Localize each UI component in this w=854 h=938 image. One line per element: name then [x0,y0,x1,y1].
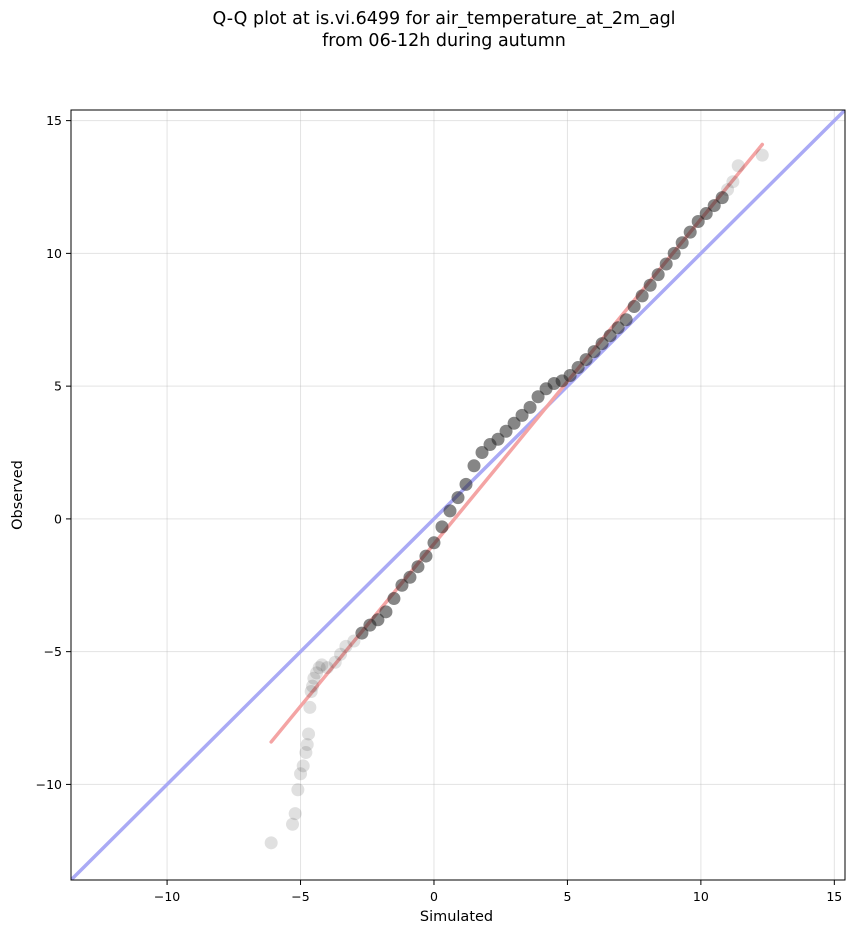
quantile-point [347,634,361,648]
quantile-point [419,549,433,563]
y-tick-label: 0 [54,511,62,526]
quantile-point [339,639,353,653]
quantile-point [726,175,740,189]
quantile-point [707,199,721,213]
chart-title: Q-Q plot at is.vi.6499 for air_temperatu… [212,9,675,51]
plot-clipped-layer [71,110,845,880]
quantile-point [451,491,465,505]
quantile-point [302,727,316,741]
quantile-point [306,679,320,693]
quantile-point [627,299,641,313]
quantile-point [587,345,601,359]
quantile-point [659,257,673,271]
x-tick-label: 0 [430,889,438,904]
quantile-point [403,570,417,584]
quantile-point [531,390,545,404]
quantile-point [310,666,324,680]
quantile-point [315,658,329,672]
quantile-point [499,424,513,438]
chart-title-line: from 06-12h during autumn [322,31,566,51]
quantile-point [675,236,689,250]
quantile-point [571,361,585,375]
quantile-point [515,408,529,422]
chart-title-line: Q-Q plot at is.vi.6499 for air_temperatu… [212,9,675,29]
quantile-point [507,416,521,430]
quantile-point [296,759,310,773]
quantile-point [312,661,326,675]
quantile-point [635,289,649,303]
x-tick-label: 10 [693,889,709,904]
quantile-point [683,225,697,239]
quantile-point [721,183,735,197]
x-tick-label: −10 [154,889,180,904]
quantile-point [300,738,314,752]
quantile-point [443,504,457,518]
quantile-point [328,655,342,669]
y-tick-label: 15 [46,113,62,128]
quantile-point [579,353,593,367]
quantile-point [303,700,317,714]
y-tick-label: −5 [44,644,62,659]
x-axis-title: Simulated [420,909,493,925]
quantile-point [320,661,334,675]
quantile-point [667,246,681,260]
quantile-point [651,268,665,282]
quantile-point [715,191,729,205]
quantile-point [755,148,769,162]
quantile-point [286,817,300,831]
quantile-point [523,400,537,414]
quantile-point [467,459,481,473]
y-axis-title: Observed [10,460,26,530]
y-tick-label: 10 [46,246,62,261]
x-tick-label: −5 [291,889,309,904]
quantile-point [304,684,318,698]
quantile-point [427,536,441,550]
quantile-point [371,613,385,627]
quantile-point [355,626,369,640]
quantile-point [475,446,489,460]
axes-frame [70,109,846,881]
quantile-point [691,215,705,229]
quantile-point [395,578,409,592]
quantile-point [459,477,473,491]
quantile-point [619,313,633,327]
quantile-point [291,783,305,797]
quantile-point [387,592,401,606]
quantile-point [288,807,302,821]
quantile-point [294,767,308,781]
quantile-point [611,321,625,335]
quantile-point [563,369,577,383]
quantile-point [435,520,449,534]
quantile-point [379,605,393,619]
quantile-point [731,159,745,173]
quantile-point [603,329,617,343]
plot-area: −10 −5 0 5 10 15 −10 −5 0 5 10 15 [36,109,846,904]
quantile-point [643,278,657,292]
quantile-point [699,207,713,221]
quantile-point [264,836,278,850]
quantile-point [299,746,313,760]
y-tick-label: −10 [36,777,62,792]
quantile-point [307,671,321,685]
x-tick-label: 15 [826,889,842,904]
quantile-point [491,432,505,446]
quantile-point [334,647,348,661]
quantile-point [411,560,425,574]
quantile-point [595,337,609,351]
x-tick-label: 5 [563,889,571,904]
y-tick-label: 5 [54,379,62,394]
